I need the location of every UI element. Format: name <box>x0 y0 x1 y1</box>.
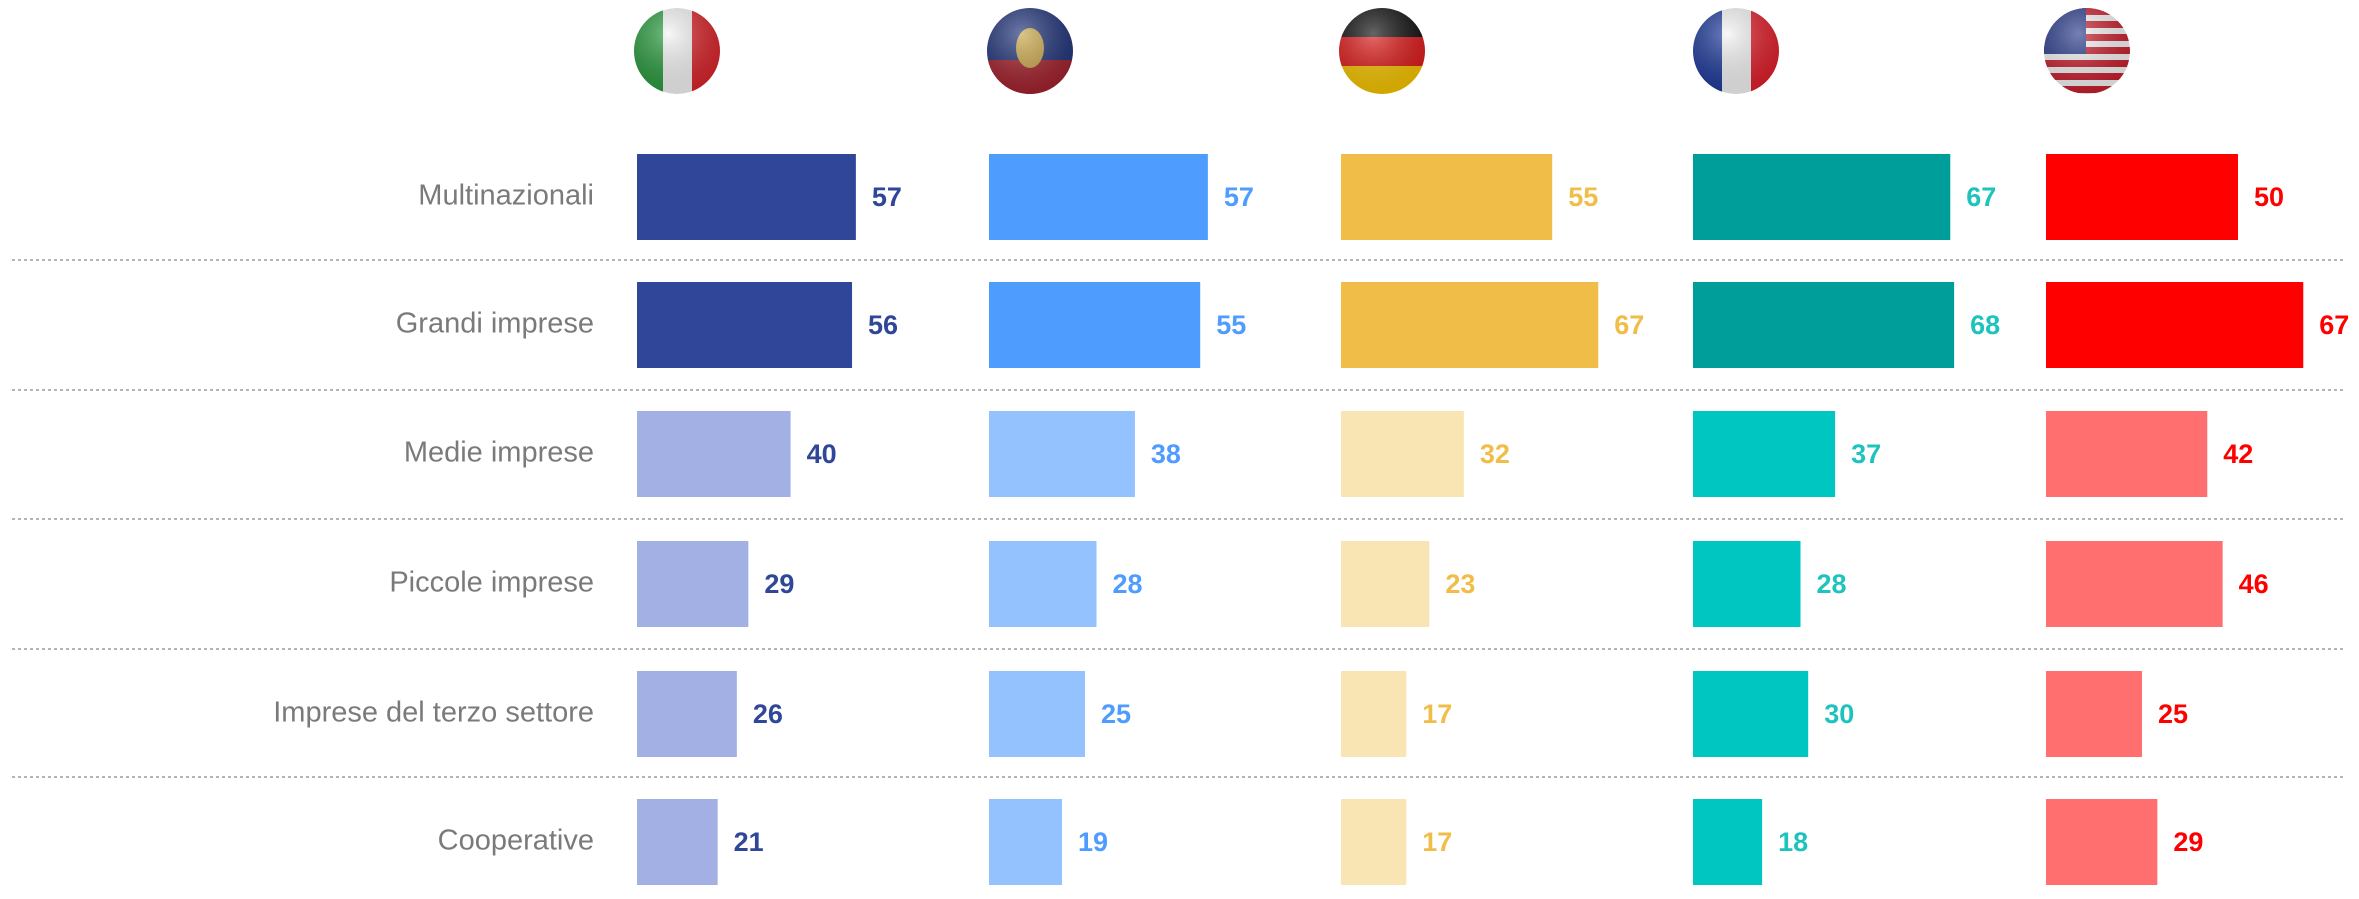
value-label: 68 <box>1970 310 2000 340</box>
flag-usa <box>2044 8 2130 94</box>
bar <box>1341 411 1464 497</box>
bar <box>2046 411 2208 497</box>
value-label: 28 <box>1817 569 1847 599</box>
value-label: 56 <box>868 310 898 340</box>
value-label: 25 <box>2158 699 2188 729</box>
value-label: 18 <box>1778 827 1808 857</box>
bar <box>1341 799 1407 885</box>
value-label: 50 <box>2254 182 2284 212</box>
value-label: 17 <box>1422 699 1452 729</box>
bar <box>989 541 1097 627</box>
value-label: 55 <box>1216 310 1246 340</box>
bar <box>637 154 856 240</box>
value-label: 57 <box>872 182 902 212</box>
flag-rome <box>987 8 1073 94</box>
category-label: Cooperative <box>438 825 594 857</box>
bar <box>2046 154 2238 240</box>
value-label: 37 <box>1851 439 1881 469</box>
value-label: 46 <box>2239 569 2269 599</box>
value-label: 40 <box>807 439 837 469</box>
flag-italy <box>634 8 720 94</box>
category-label: Imprese del terzo settore <box>273 697 594 729</box>
category-label: Piccole imprese <box>389 567 594 599</box>
bar <box>637 671 737 757</box>
category-label: Grandi imprese <box>396 308 594 340</box>
value-label: 17 <box>1422 827 1452 857</box>
bar <box>1693 541 1801 627</box>
value-label: 67 <box>2319 310 2349 340</box>
bar <box>989 282 1201 368</box>
value-label: 57 <box>1224 182 1254 212</box>
bar <box>1693 411 1836 497</box>
bar <box>637 541 749 627</box>
value-label: 55 <box>1568 182 1598 212</box>
bar <box>1693 154 1951 240</box>
value-label: 25 <box>1101 699 1131 729</box>
flag-germany <box>1339 8 1425 94</box>
bar <box>989 154 1208 240</box>
value-label: 32 <box>1480 439 1510 469</box>
bar <box>1693 799 1763 885</box>
bar <box>2046 799 2158 885</box>
category-label: Multinazionali <box>418 180 594 212</box>
bar <box>1341 671 1407 757</box>
bar <box>1693 671 1809 757</box>
bar <box>989 671 1085 757</box>
value-label: 19 <box>1078 827 1108 857</box>
bar <box>2046 282 2304 368</box>
bar <box>2046 671 2142 757</box>
value-label: 23 <box>1445 569 1475 599</box>
bar <box>2046 541 2223 627</box>
value-label: 29 <box>2173 827 2203 857</box>
value-label: 67 <box>1614 310 1644 340</box>
bar <box>637 799 718 885</box>
value-label: 26 <box>753 699 783 729</box>
value-label: 28 <box>1113 569 1143 599</box>
value-label: 38 <box>1151 439 1181 469</box>
value-label: 21 <box>734 827 764 857</box>
value-label: 42 <box>2223 439 2253 469</box>
bar <box>989 799 1062 885</box>
value-label: 30 <box>1824 699 1854 729</box>
bar <box>989 411 1135 497</box>
value-label: 29 <box>764 569 794 599</box>
flag-france <box>1693 8 1779 94</box>
bar <box>1693 282 1955 368</box>
category-label: Medie imprese <box>404 437 594 469</box>
value-label: 67 <box>1966 182 1996 212</box>
bar <box>1341 541 1430 627</box>
bar <box>1341 282 1599 368</box>
bar <box>1341 154 1553 240</box>
bar <box>637 411 791 497</box>
bar <box>637 282 853 368</box>
